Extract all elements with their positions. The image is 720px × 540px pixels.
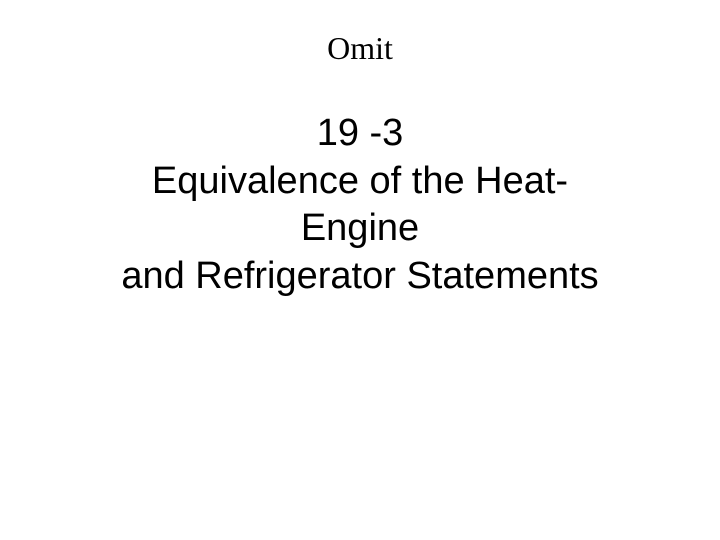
title-line-2: Equivalence of the Heat-	[0, 158, 720, 206]
title-line-1: 19 -3	[0, 110, 720, 158]
title-line-3: Engine	[0, 205, 720, 253]
slide-title-block: 19 -3 Equivalence of the Heat- Engine an…	[0, 110, 720, 300]
title-line-4: and Refrigerator Statements	[0, 253, 720, 301]
slide-header: Omit	[0, 30, 720, 67]
